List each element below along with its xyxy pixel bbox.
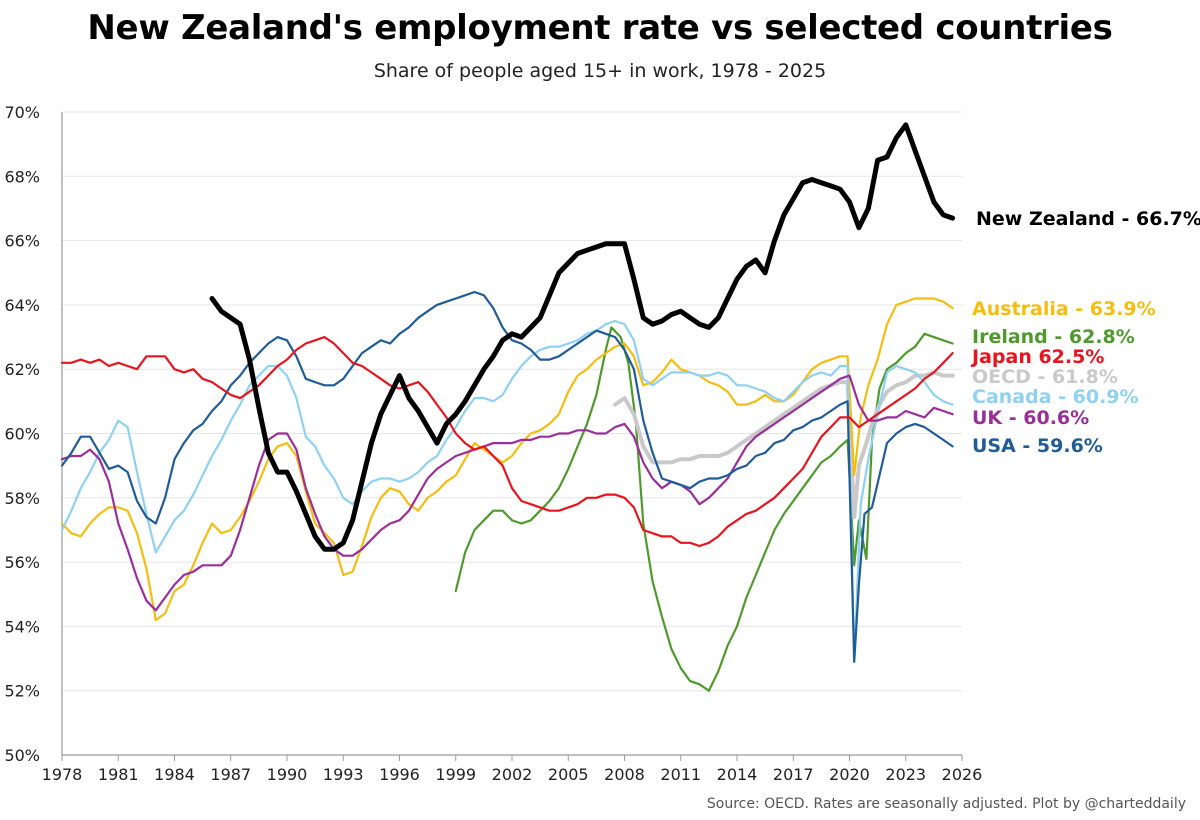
x-tick-label: 2017: [773, 765, 814, 784]
x-tick-label: 1996: [379, 765, 420, 784]
y-axis-tick-labels: 50% 52% 54% 56% 58% 60% 62% 64% 66% 68% 70%: [4, 103, 40, 765]
series-end-labels: Ireland - 62.8% OECD - 61.8% Australia - 6…: [970, 208, 1200, 457]
series-line-australia: [60, 297, 954, 622]
series-line-new-zealand: [209, 122, 956, 552]
series-lines: [60, 122, 956, 692]
source-note: Source: OECD. Rates are seasonally adjus…: [706, 796, 1186, 812]
x-tick-label: 2020: [829, 765, 870, 784]
series-line-canada: [60, 319, 954, 663]
series-line-uk: [60, 374, 954, 612]
axes: [61, 112, 963, 761]
end-label-canada: Canada - 60.9%: [972, 386, 1139, 408]
x-tick-label: 2014: [717, 765, 758, 784]
x-tick-label: 1981: [98, 765, 139, 784]
x-tick-label: 2026: [942, 765, 983, 784]
end-label-uk: UK - 60.6%: [972, 407, 1089, 429]
series-line-japan: [60, 336, 954, 548]
x-tick-label: 1993: [323, 765, 364, 784]
end-label-ireland: Ireland - 62.8%: [972, 326, 1135, 348]
end-label-usa: USA - 59.6%: [972, 435, 1103, 457]
y-tick-label: 50%: [4, 746, 40, 765]
end-label-australia: Australia - 63.9%: [972, 298, 1156, 320]
y-tick-label: 54%: [4, 617, 40, 636]
x-axis-tick-labels: 1978 1981 1984 1987 1990 1993 1996 1999 2002 2005…: [42, 765, 983, 784]
end-label-oecd: OECD - 61.8%: [972, 366, 1118, 388]
x-tick-label: 1984: [154, 765, 195, 784]
chart-subtitle: Share of people aged 15+ in work, 1978 -…: [373, 60, 827, 82]
x-tick-label: 1978: [42, 765, 83, 784]
y-tick-label: 68%: [4, 167, 40, 186]
x-tick-label: 2008: [604, 765, 645, 784]
end-label-japan: Japan 62.5%: [970, 346, 1104, 368]
y-tick-label: 64%: [4, 296, 40, 315]
x-tick-label: 1987: [210, 765, 251, 784]
x-tick-label: 1990: [267, 765, 308, 784]
x-tick-label: 1999: [435, 765, 476, 784]
gridlines: [62, 111, 962, 692]
x-tick-label: 2002: [492, 765, 533, 784]
y-tick-label: 56%: [4, 553, 40, 572]
end-label-new-zealand: New Zealand - 66.7%: [976, 208, 1200, 230]
y-tick-label: 62%: [4, 360, 40, 379]
series-line-ireland: [454, 326, 954, 692]
x-tick-label: 2005: [548, 765, 589, 784]
series-line-usa: [60, 290, 954, 663]
y-tick-label: 52%: [4, 682, 40, 701]
y-tick-label: 70%: [4, 103, 40, 122]
y-tick-label: 60%: [4, 425, 40, 444]
chart-title: New Zealand's employment rate vs selecte…: [87, 8, 1113, 48]
x-tick-label: 2023: [885, 765, 926, 784]
y-tick-label: 66%: [4, 232, 40, 251]
x-tick-label: 2011: [660, 765, 701, 784]
series-line-oecd: [613, 370, 955, 520]
y-tick-label: 58%: [4, 489, 40, 508]
